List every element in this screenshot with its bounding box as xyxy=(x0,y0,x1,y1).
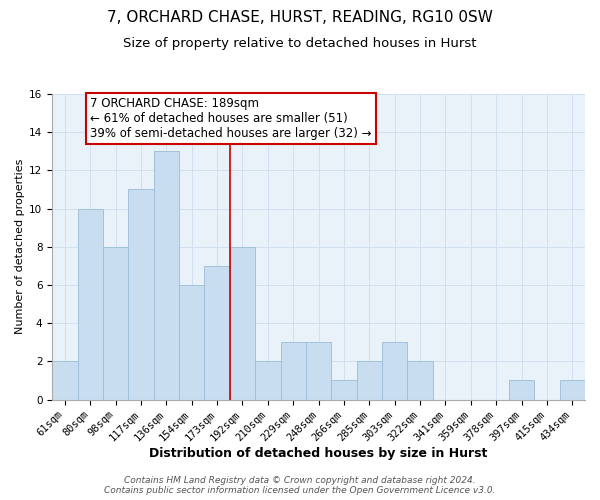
Bar xyxy=(281,342,306,400)
Bar xyxy=(230,247,255,400)
Text: Contains HM Land Registry data © Crown copyright and database right 2024.
Contai: Contains HM Land Registry data © Crown c… xyxy=(104,476,496,495)
Text: Size of property relative to detached houses in Hurst: Size of property relative to detached ho… xyxy=(123,38,477,51)
Bar xyxy=(179,285,205,400)
Text: 7, ORCHARD CHASE, HURST, READING, RG10 0SW: 7, ORCHARD CHASE, HURST, READING, RG10 0… xyxy=(107,10,493,25)
Bar xyxy=(128,190,154,400)
Bar xyxy=(560,380,585,400)
Y-axis label: Number of detached properties: Number of detached properties xyxy=(15,159,25,334)
Bar xyxy=(356,362,382,400)
X-axis label: Distribution of detached houses by size in Hurst: Distribution of detached houses by size … xyxy=(149,447,488,460)
Bar xyxy=(331,380,356,400)
Bar xyxy=(306,342,331,400)
Bar xyxy=(205,266,230,400)
Text: 7 ORCHARD CHASE: 189sqm
← 61% of detached houses are smaller (51)
39% of semi-de: 7 ORCHARD CHASE: 189sqm ← 61% of detache… xyxy=(90,97,372,140)
Bar xyxy=(509,380,534,400)
Bar xyxy=(77,208,103,400)
Bar xyxy=(407,362,433,400)
Bar xyxy=(154,152,179,400)
Bar xyxy=(103,247,128,400)
Bar xyxy=(255,362,281,400)
Bar xyxy=(382,342,407,400)
Bar xyxy=(52,362,77,400)
